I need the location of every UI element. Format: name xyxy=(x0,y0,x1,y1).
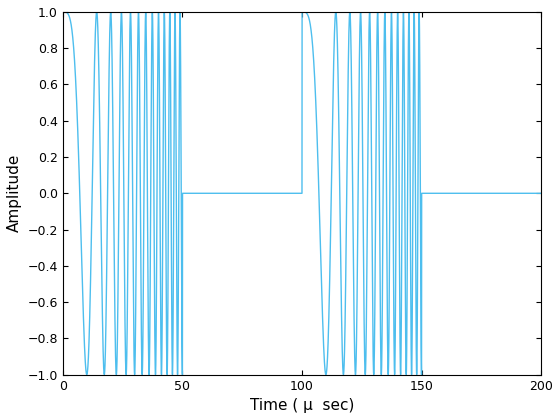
X-axis label: Time ( μ  sec): Time ( μ sec) xyxy=(250,398,354,413)
Y-axis label: Amplitude: Amplitude xyxy=(7,154,22,233)
